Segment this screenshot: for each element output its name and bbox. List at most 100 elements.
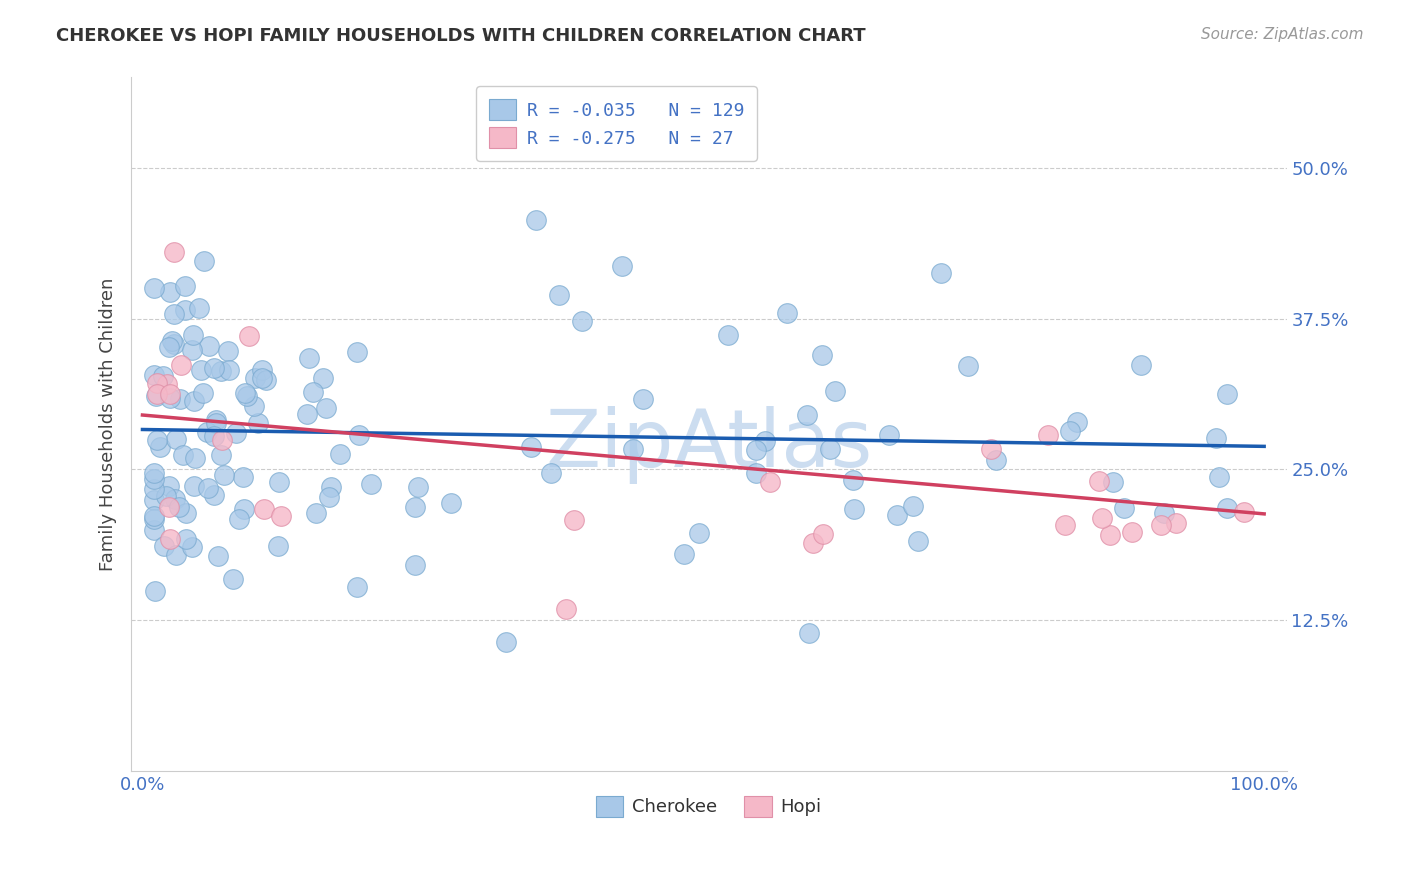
Point bbox=[1059, 424, 1081, 438]
Point bbox=[956, 359, 979, 373]
Point bbox=[142, 492, 165, 507]
Point bbox=[163, 307, 186, 321]
Point bbox=[253, 502, 276, 516]
Point bbox=[146, 376, 169, 390]
Point bbox=[146, 433, 169, 447]
Point bbox=[540, 467, 562, 481]
Text: CHEROKEE VS HOPI FAMILY HOUSEHOLDS WITH CHILDREN CORRELATION CHART: CHEROKEE VS HOPI FAMILY HOUSEHOLDS WITH … bbox=[56, 27, 866, 45]
Point bbox=[1087, 474, 1109, 488]
Legend: Cherokee, Hopi: Cherokee, Hopi bbox=[589, 789, 830, 824]
Point bbox=[1205, 432, 1227, 446]
Point bbox=[212, 467, 235, 482]
Point bbox=[142, 280, 165, 294]
Point bbox=[318, 490, 340, 504]
Point bbox=[225, 425, 247, 440]
Point bbox=[205, 413, 228, 427]
Point bbox=[796, 408, 818, 422]
Point bbox=[1066, 415, 1088, 429]
Point bbox=[163, 336, 186, 351]
Point bbox=[758, 475, 780, 489]
Point bbox=[142, 523, 165, 537]
Point bbox=[1112, 501, 1135, 516]
Point bbox=[190, 363, 212, 377]
Point bbox=[157, 500, 180, 514]
Point bbox=[222, 572, 245, 586]
Point bbox=[209, 364, 232, 378]
Point bbox=[329, 447, 352, 461]
Point bbox=[174, 533, 197, 547]
Point bbox=[495, 634, 517, 648]
Point bbox=[172, 449, 194, 463]
Point bbox=[820, 442, 842, 457]
Point bbox=[270, 508, 292, 523]
Point bbox=[163, 244, 186, 259]
Point bbox=[886, 508, 908, 522]
Point bbox=[142, 467, 165, 481]
Point bbox=[173, 279, 195, 293]
Point bbox=[165, 491, 187, 506]
Point bbox=[406, 480, 429, 494]
Point bbox=[688, 525, 710, 540]
Point bbox=[745, 466, 768, 480]
Point bbox=[754, 434, 776, 448]
Point bbox=[295, 408, 318, 422]
Point bbox=[298, 351, 321, 365]
Point bbox=[160, 334, 183, 349]
Point bbox=[319, 480, 342, 494]
Point bbox=[207, 549, 229, 563]
Point bbox=[217, 344, 239, 359]
Point bbox=[245, 371, 267, 385]
Point bbox=[193, 253, 215, 268]
Point bbox=[233, 386, 256, 401]
Point bbox=[1036, 428, 1059, 442]
Point bbox=[524, 213, 547, 227]
Point bbox=[1233, 505, 1256, 519]
Point bbox=[346, 580, 368, 594]
Point bbox=[197, 481, 219, 495]
Point bbox=[907, 533, 929, 548]
Point bbox=[187, 301, 209, 316]
Point bbox=[142, 368, 165, 383]
Point bbox=[1208, 469, 1230, 483]
Point bbox=[673, 548, 696, 562]
Point bbox=[176, 506, 198, 520]
Text: ZipAtlas: ZipAtlas bbox=[546, 406, 873, 483]
Point bbox=[1053, 518, 1076, 533]
Point bbox=[228, 512, 250, 526]
Point bbox=[180, 540, 202, 554]
Point bbox=[170, 359, 193, 373]
Point bbox=[209, 448, 232, 462]
Point bbox=[183, 478, 205, 492]
Point bbox=[197, 425, 219, 440]
Point bbox=[799, 626, 821, 640]
Point bbox=[813, 527, 835, 541]
Point bbox=[1121, 524, 1143, 539]
Point bbox=[548, 288, 571, 302]
Point bbox=[302, 384, 325, 399]
Point bbox=[1102, 475, 1125, 490]
Point bbox=[155, 489, 177, 503]
Point bbox=[238, 329, 260, 343]
Point bbox=[1164, 516, 1187, 530]
Point bbox=[824, 384, 846, 399]
Point bbox=[202, 361, 225, 376]
Point bbox=[877, 428, 900, 442]
Point bbox=[142, 482, 165, 496]
Point bbox=[1216, 501, 1239, 516]
Point bbox=[986, 452, 1008, 467]
Point bbox=[901, 499, 924, 513]
Point bbox=[173, 302, 195, 317]
Point bbox=[232, 470, 254, 484]
Point bbox=[250, 363, 273, 377]
Point bbox=[776, 306, 799, 320]
Point bbox=[218, 363, 240, 377]
Point bbox=[1098, 527, 1121, 541]
Point bbox=[159, 479, 181, 493]
Point bbox=[165, 548, 187, 562]
Point bbox=[266, 539, 288, 553]
Point bbox=[811, 348, 834, 362]
Point bbox=[205, 417, 228, 431]
Point bbox=[202, 429, 225, 443]
Point bbox=[152, 368, 174, 383]
Point bbox=[181, 343, 204, 357]
